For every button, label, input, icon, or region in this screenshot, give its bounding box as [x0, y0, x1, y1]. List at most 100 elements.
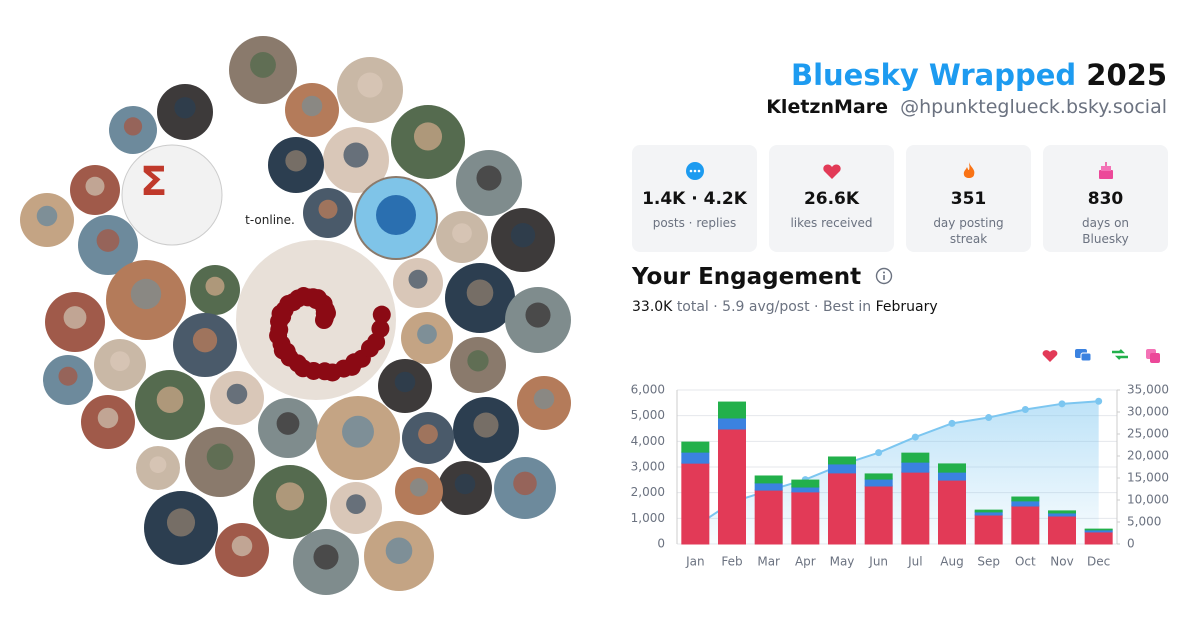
stat-label: days on Bluesky: [1081, 216, 1130, 246]
line-point: [985, 414, 993, 422]
avatar-face: [110, 351, 130, 371]
year: 2025: [1086, 58, 1167, 92]
info-icon[interactable]: [875, 267, 893, 285]
bar-segment: [681, 451, 710, 464]
avatar-face: [192, 328, 218, 353]
bar-segment: [938, 463, 966, 473]
bar-segment: [974, 514, 1003, 545]
avatar-face: [413, 122, 443, 151]
line-point: [1095, 397, 1103, 405]
line-point: [1058, 400, 1066, 408]
avatar-cloud: Σt-online.: [20, 36, 571, 595]
bar-segment: [828, 472, 856, 545]
x-tick-label: May: [830, 555, 855, 569]
cherry: [345, 353, 364, 372]
bar-segment: [754, 475, 783, 484]
bar-segment: [718, 417, 746, 430]
bar-segment: [1084, 531, 1113, 545]
y2-tick-label: 5,000: [1127, 515, 1161, 529]
bar-segment: [1048, 515, 1076, 545]
x-tick-label: Jan: [685, 555, 705, 569]
chart: 0 1,000 2,000 3,000 4,000 5,000 6,000 0 5,000 10,…: [631, 349, 1169, 569]
best-month: February: [875, 299, 938, 315]
avatar-face: [205, 276, 225, 296]
avatar-face: [63, 306, 87, 329]
stat-value: 830: [1087, 189, 1124, 209]
bar-segment: [828, 456, 856, 465]
legend-icon[interactable]: [1112, 349, 1128, 360]
x-tick-label: Nov: [1050, 555, 1073, 569]
bar-segment: [1011, 500, 1040, 507]
y2-tick-label: 25,000: [1127, 427, 1169, 441]
bar-segment: [864, 485, 893, 545]
avatar-face: [226, 383, 248, 405]
user: KletznMare @hpunkteglueck.bsky.social: [766, 96, 1167, 118]
cherry: [307, 291, 326, 310]
bar-segment: [681, 462, 710, 545]
avatar-face: [156, 386, 184, 414]
avatar-face: [275, 482, 305, 511]
x-tick-label: Oct: [1015, 555, 1036, 569]
avatar-face: [97, 407, 119, 429]
stat-icon: [1098, 162, 1113, 179]
stat-label: posts · replies: [652, 216, 737, 230]
legend-icon[interactable]: [1042, 350, 1058, 362]
avatar-face: [409, 478, 429, 497]
avatar-face: [85, 176, 105, 196]
avatar-face: [149, 456, 167, 474]
cherry: [315, 304, 334, 323]
title: Bluesky Wrapped 2025: [791, 58, 1167, 92]
y2-tick-label: 20,000: [1127, 449, 1169, 463]
bar-segment: [1011, 505, 1040, 545]
y-tick-label: 1,000: [631, 511, 665, 525]
logo-text: t-online.: [245, 213, 295, 227]
bar-segment: [791, 491, 820, 545]
avatar-face: [418, 424, 438, 444]
stat-label: likes received: [790, 216, 873, 230]
y-tick-label: 5,000: [631, 408, 665, 422]
avatar-face: [96, 229, 120, 252]
avatar-face: [533, 388, 555, 410]
avatar-face: [166, 508, 196, 537]
avatar-face: [130, 278, 162, 310]
bar-segment: [1011, 496, 1040, 502]
y2-tick-label: 0: [1127, 537, 1135, 551]
x-tick-label: Mar: [757, 555, 780, 569]
stat-label: day posting streak: [933, 216, 1004, 246]
bar-segment: [1048, 510, 1076, 514]
avatar-face: [342, 415, 374, 448]
cherry: [372, 305, 391, 324]
avatar-face: [510, 223, 536, 248]
avatar-face: [313, 544, 339, 570]
line-point: [875, 449, 883, 457]
cherry: [288, 354, 307, 373]
y-tick-label: 6,000: [631, 383, 665, 397]
summary-text: total · 5.9 avg/post · Best in: [676, 299, 872, 315]
stat-value: 351: [950, 189, 987, 209]
stat-icon: [822, 164, 841, 179]
x-tick-label: Feb: [721, 555, 742, 569]
y-tick-label: 3,000: [631, 460, 665, 474]
display-name: KletznMare: [766, 96, 888, 118]
y2-tick-label: 15,000: [1127, 471, 1169, 485]
stat-value: 26.6K: [803, 189, 860, 209]
stat-icon: [963, 162, 974, 178]
avatar-face: [301, 95, 323, 117]
line-point: [1021, 405, 1029, 413]
bar-segment: [938, 471, 966, 481]
cherry: [315, 362, 334, 381]
avatar-face: [231, 535, 253, 557]
x-tick-label: Apr: [795, 555, 816, 569]
stat-card: 26.6K likes received: [769, 145, 894, 252]
section-title-text: Your Engagement: [632, 264, 862, 290]
line-point: [911, 433, 919, 441]
bar-segment: [901, 461, 930, 473]
summary: 33.0K total · 5.9 avg/post · Best in Feb…: [632, 299, 938, 315]
y2-tick-label: 35,000: [1127, 383, 1169, 397]
avatar-face: [123, 117, 143, 136]
x-tick-label: Dec: [1087, 555, 1110, 569]
cherry: [371, 319, 390, 338]
x-tick-label: Jul: [907, 555, 922, 569]
cherry: [360, 339, 379, 358]
